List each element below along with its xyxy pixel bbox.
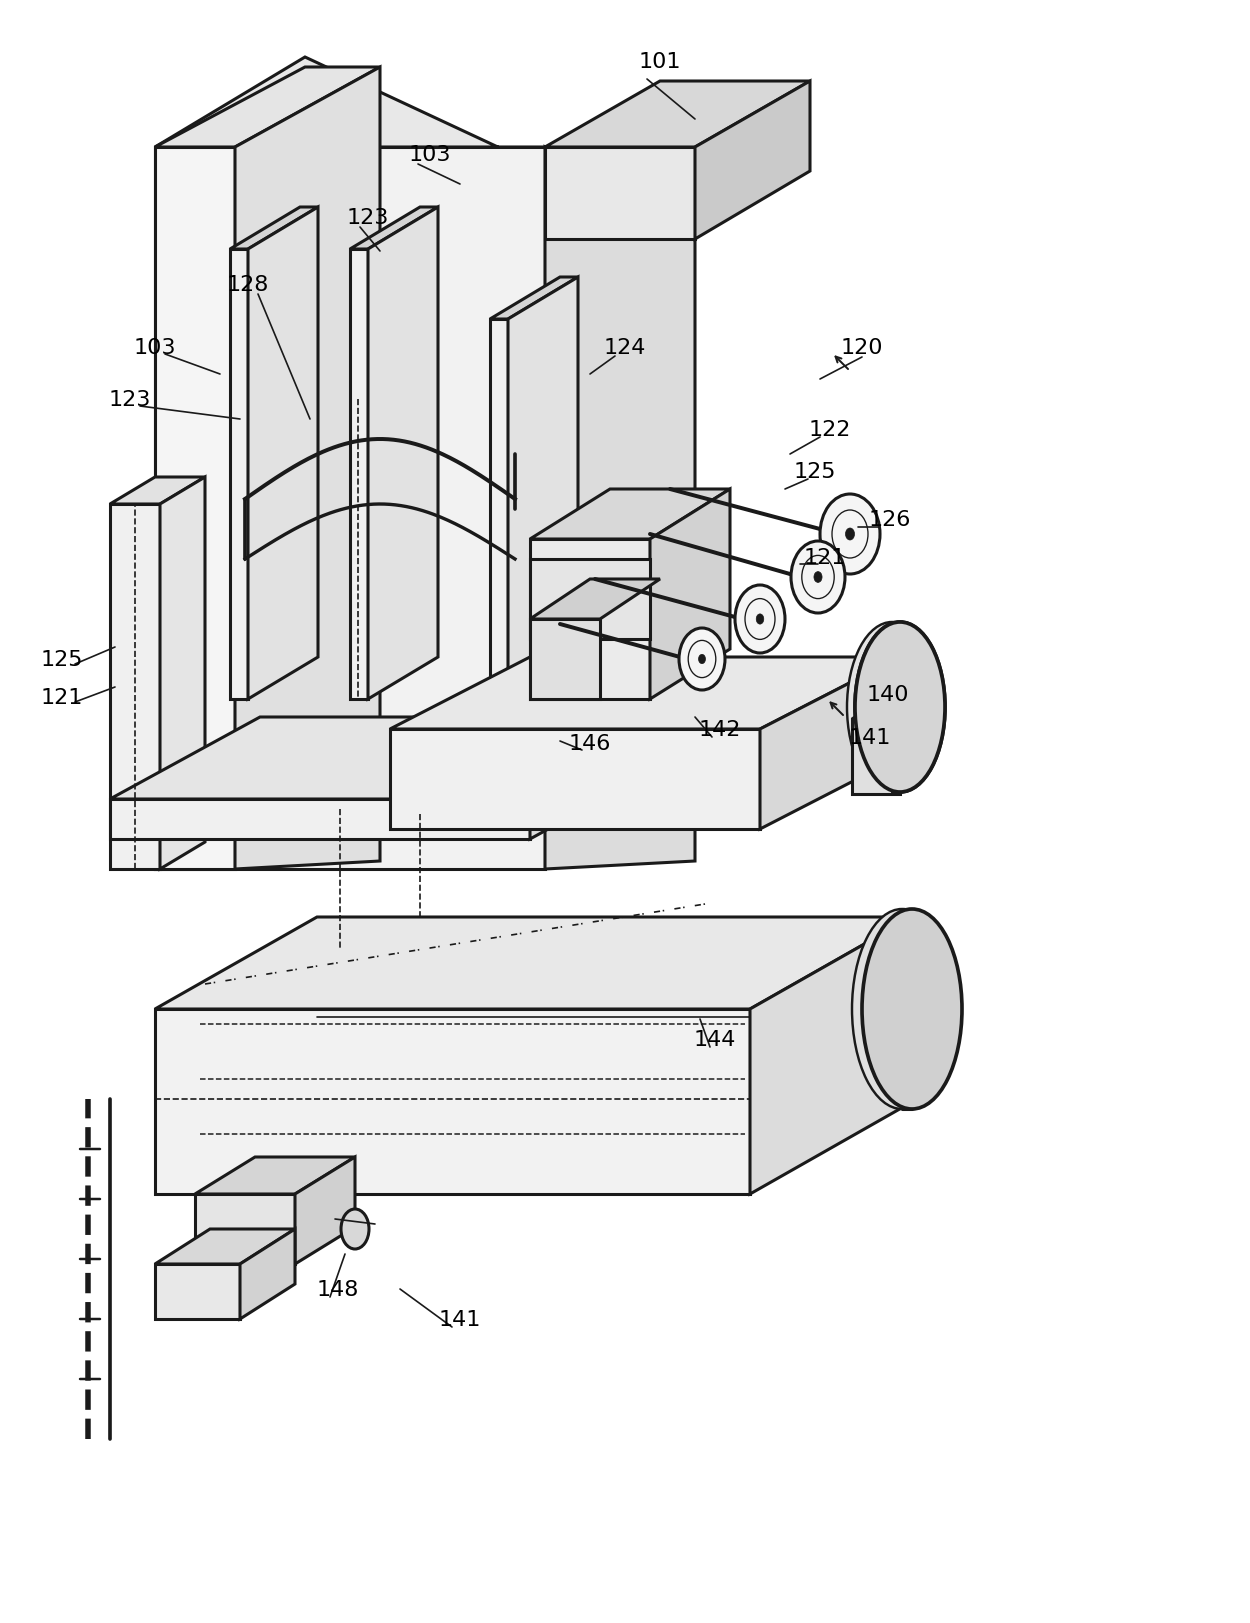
Polygon shape [853,700,930,719]
Polygon shape [235,68,380,870]
Polygon shape [110,800,530,839]
Polygon shape [230,250,248,700]
Text: 123: 123 [109,390,151,409]
Polygon shape [195,1195,295,1264]
Ellipse shape [848,623,938,792]
Text: 140: 140 [866,685,909,704]
Polygon shape [295,1157,355,1264]
Text: 141: 141 [439,1310,481,1329]
Ellipse shape [341,1209,369,1250]
Polygon shape [760,657,900,829]
Polygon shape [248,208,318,700]
Polygon shape [695,81,810,240]
Polygon shape [155,1229,295,1264]
Polygon shape [368,208,438,700]
Text: 126: 126 [869,510,911,529]
Polygon shape [155,1010,750,1195]
Text: 125: 125 [794,461,836,482]
Polygon shape [490,278,578,320]
Polygon shape [230,208,318,250]
Polygon shape [853,719,900,795]
Polygon shape [530,560,650,639]
Polygon shape [155,58,695,240]
Text: 128: 128 [226,274,269,295]
Polygon shape [545,81,810,148]
Text: 125: 125 [41,649,84,670]
Polygon shape [390,730,760,829]
Text: 146: 146 [569,734,611,753]
Text: 148: 148 [316,1279,359,1298]
Polygon shape [530,717,680,839]
Text: 122: 122 [809,420,851,440]
Polygon shape [750,917,912,1195]
Text: 141: 141 [849,727,891,748]
Polygon shape [110,717,680,800]
Polygon shape [110,477,205,505]
Ellipse shape [820,495,880,575]
Text: 124: 124 [604,338,646,357]
Polygon shape [110,505,160,870]
Polygon shape [155,1264,240,1319]
Polygon shape [650,490,730,700]
Ellipse shape [862,909,962,1109]
Polygon shape [530,579,660,620]
Polygon shape [545,148,695,240]
Polygon shape [545,148,695,870]
Text: 121: 121 [41,688,84,708]
Ellipse shape [853,909,952,1109]
Ellipse shape [756,615,764,625]
Polygon shape [530,540,650,700]
Polygon shape [490,320,508,680]
Text: 103: 103 [409,144,451,166]
Polygon shape [155,148,545,870]
Text: 123: 123 [346,208,389,227]
Polygon shape [390,657,900,730]
Polygon shape [195,1157,355,1195]
Polygon shape [530,620,600,700]
Polygon shape [350,208,438,250]
Polygon shape [160,477,205,870]
Text: 144: 144 [694,1029,736,1050]
Ellipse shape [845,529,855,540]
Polygon shape [155,148,235,870]
Ellipse shape [679,628,725,690]
Ellipse shape [855,623,945,792]
Text: 101: 101 [639,52,681,71]
Polygon shape [530,490,730,540]
Polygon shape [155,917,912,1010]
Ellipse shape [814,573,822,583]
Polygon shape [155,68,380,148]
Ellipse shape [791,542,845,613]
Polygon shape [240,1229,295,1319]
Ellipse shape [735,586,785,654]
Text: 103: 103 [134,338,176,357]
Polygon shape [350,250,368,700]
Text: 121: 121 [804,547,846,568]
Text: 120: 120 [841,338,884,357]
Ellipse shape [855,623,945,792]
Ellipse shape [699,656,705,664]
Text: 142: 142 [699,719,741,740]
Polygon shape [508,278,578,680]
